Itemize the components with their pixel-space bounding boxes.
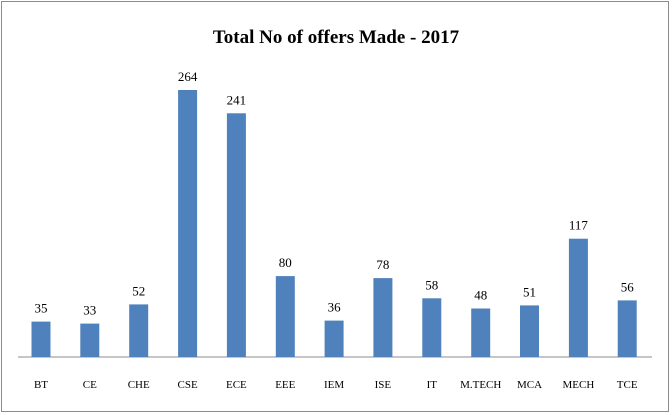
value-label: 52 xyxy=(132,283,145,298)
category-label: CE xyxy=(83,379,97,391)
value-label: 264 xyxy=(178,69,198,84)
bar-tce xyxy=(617,300,637,357)
value-label: 80 xyxy=(279,255,292,270)
bar-mech xyxy=(568,238,588,357)
value-label: 36 xyxy=(328,300,342,315)
category-label: MCA xyxy=(517,379,542,391)
category-label: IEM xyxy=(324,379,344,391)
value-label: 241 xyxy=(227,92,247,107)
category-label: CSE xyxy=(178,379,198,391)
category-label: EEE xyxy=(275,379,295,391)
category-label: M.TECH xyxy=(460,379,501,391)
category-label: ECE xyxy=(226,379,247,391)
bar-iem xyxy=(324,320,344,357)
category-label: BT xyxy=(34,379,48,391)
category-label: CHE xyxy=(128,379,150,391)
value-label: 117 xyxy=(569,218,589,233)
value-label: 35 xyxy=(35,301,48,316)
bar-mca xyxy=(520,305,539,357)
bar-ce xyxy=(80,323,100,357)
value-label: 56 xyxy=(621,279,635,294)
value-label: 58 xyxy=(425,277,438,292)
category-label: ISE xyxy=(375,379,392,391)
category-label: TCE xyxy=(617,379,638,391)
bar-eee xyxy=(275,276,295,357)
value-label: 33 xyxy=(83,303,96,318)
value-label: 51 xyxy=(523,284,536,299)
bar-ise xyxy=(373,278,393,357)
bar-che xyxy=(129,304,149,357)
value-label: 48 xyxy=(474,288,487,303)
value-label: 78 xyxy=(376,257,389,272)
category-label: IT xyxy=(427,379,438,391)
bar-ece xyxy=(226,113,246,357)
bar-it xyxy=(422,298,442,357)
chart-title: Total No of offers Made - 2017 xyxy=(212,27,460,48)
bar-cse xyxy=(178,90,198,357)
bar-bt xyxy=(31,321,51,357)
category-label: MECH xyxy=(563,379,595,391)
bar-m-tech xyxy=(471,308,491,357)
